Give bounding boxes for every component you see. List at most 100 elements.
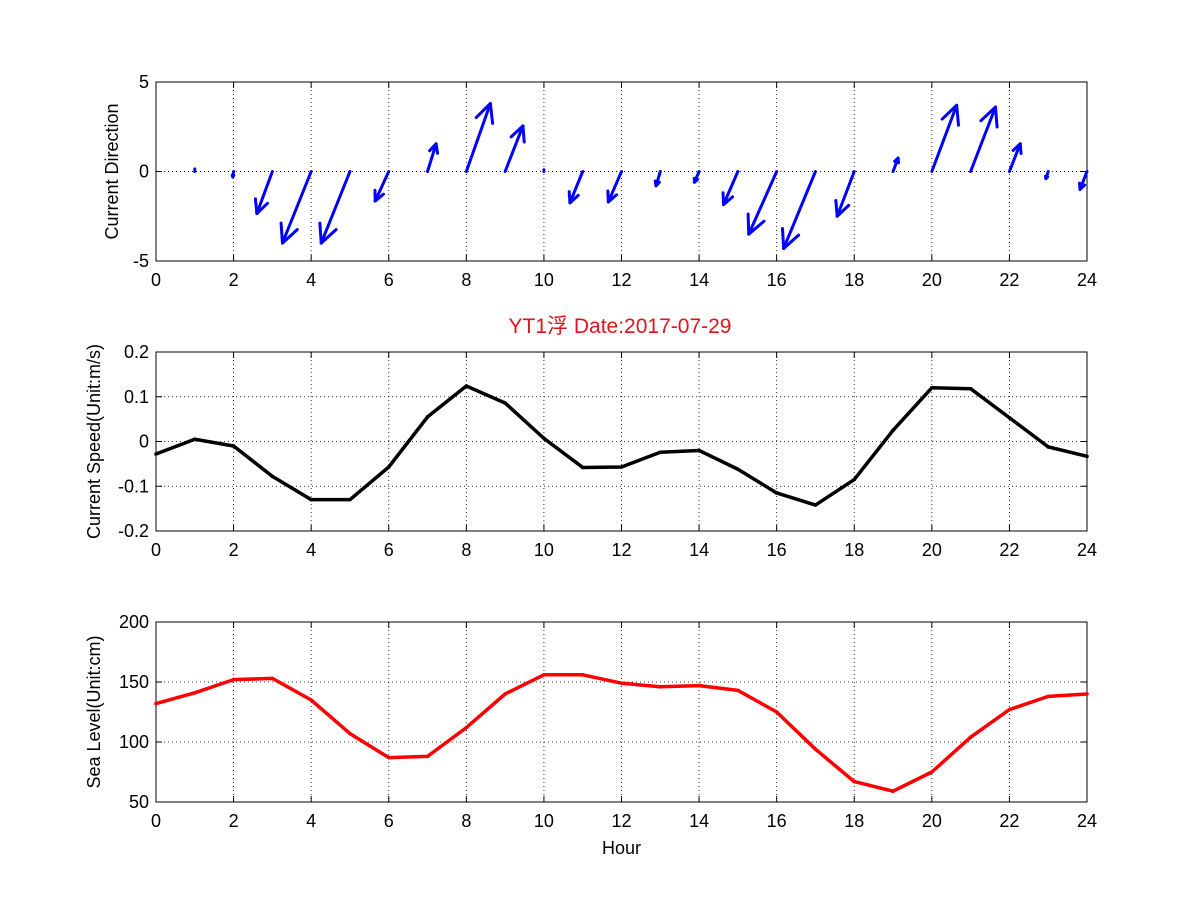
data-point — [270, 676, 275, 681]
y-tick-label: -5 — [133, 251, 149, 271]
quiver-arrow — [746, 170, 779, 236]
x-tick-label: 10 — [534, 270, 554, 290]
y-tick-label: 0.1 — [124, 387, 149, 407]
data-point — [348, 497, 352, 502]
quiver-arrow — [464, 101, 495, 173]
data-point — [774, 491, 779, 495]
data-point — [464, 384, 469, 388]
data-point — [542, 436, 546, 441]
quiver-arrow — [567, 170, 585, 205]
data-point — [1085, 692, 1089, 696]
x-tick-label: 16 — [767, 270, 787, 290]
quiver-arrow — [692, 170, 701, 184]
data-point — [774, 710, 779, 714]
y-axis-label: Current Speed(Unit:m/s) — [84, 344, 104, 539]
y-tick-label: 50 — [129, 792, 149, 812]
y-tick-label: 0.2 — [124, 342, 149, 362]
y-tick-label: 0 — [139, 432, 149, 452]
x-tick-label: 4 — [306, 540, 316, 560]
quiver-arrow — [780, 170, 817, 250]
y-tick-label: 0 — [139, 162, 149, 182]
data-point — [464, 725, 469, 730]
data-point — [697, 448, 701, 453]
data-point — [891, 428, 895, 433]
data-point — [425, 415, 430, 419]
data-point — [1046, 694, 1051, 699]
y-tick-label: 200 — [119, 612, 149, 632]
data-point — [852, 477, 857, 482]
x-tick-label: 12 — [611, 811, 631, 831]
data-point — [580, 673, 585, 677]
data-point — [192, 691, 197, 695]
data-point — [697, 683, 701, 688]
x-tick-label: 2 — [229, 540, 239, 560]
x-tick-label: 0 — [151, 811, 161, 831]
y-tick-label: 150 — [119, 672, 149, 692]
x-tick-label: 18 — [844, 270, 864, 290]
x-tick-label: 12 — [611, 270, 631, 290]
x-tick-label: 0 — [151, 540, 161, 560]
x-tick-label: 2 — [229, 811, 239, 831]
data-point — [231, 444, 236, 448]
data-point — [619, 465, 624, 469]
data-point — [425, 754, 430, 759]
y-tick-label: 5 — [139, 72, 149, 92]
data-point — [270, 474, 275, 479]
quiver-arrow — [230, 170, 236, 179]
quiver-arrow — [930, 103, 960, 173]
x-tick-label: 14 — [689, 270, 709, 290]
data-point — [813, 747, 818, 751]
x-tick-label: 10 — [534, 540, 554, 560]
x-axis-label: Hour — [602, 838, 641, 858]
x-tick-label: 24 — [1077, 540, 1097, 560]
x-tick-label: 6 — [384, 540, 394, 560]
data-point — [968, 386, 973, 391]
x-tick-label: 0 — [151, 270, 161, 290]
x-tick-label: 12 — [611, 540, 631, 560]
data-point — [1007, 415, 1012, 420]
chart-title: YT1浮 Date:2017-07-29 — [509, 315, 732, 338]
data-point — [542, 673, 546, 677]
quiver-arrow — [606, 170, 623, 204]
x-tick-label: 6 — [384, 270, 394, 290]
x-tick-label: 22 — [999, 270, 1019, 290]
quiver-arrow — [1044, 170, 1050, 181]
data-point — [852, 779, 857, 784]
quiver-arrow — [653, 170, 662, 188]
x-tick-label: 24 — [1077, 270, 1097, 290]
x-tick-label: 14 — [689, 811, 709, 831]
quiver-arrow — [1007, 142, 1023, 173]
y-axis-label: Current Direction — [102, 103, 122, 239]
data-point — [309, 497, 313, 502]
x-tick-label: 18 — [844, 540, 864, 560]
data-point — [1007, 707, 1012, 712]
x-tick-label: 2 — [229, 270, 239, 290]
x-tick-label: 8 — [461, 811, 471, 831]
data-point — [231, 677, 236, 682]
x-tick-label: 24 — [1077, 811, 1097, 831]
data-point — [1085, 454, 1089, 459]
data-point — [154, 452, 158, 456]
data-point — [503, 401, 507, 405]
data-point — [891, 789, 895, 793]
data-point — [503, 692, 507, 696]
data-point — [736, 467, 740, 472]
x-tick-label: 8 — [461, 540, 471, 560]
x-tick-label: 16 — [767, 540, 787, 560]
x-tick-label: 4 — [306, 811, 316, 831]
data-point — [386, 465, 391, 469]
x-tick-label: 18 — [844, 811, 864, 831]
quiver-arrow — [969, 105, 999, 173]
x-tick-label: 22 — [999, 540, 1019, 560]
panel-2: 0 2 4 6 8 10 12 14 16 18 20 22 24-0.2-0.100.10.2Curr… — [84, 342, 1097, 560]
x-tick-label: 20 — [922, 811, 942, 831]
x-tick-label: 4 — [306, 270, 316, 290]
quiver-arrow — [318, 170, 352, 245]
x-tick-label: 6 — [384, 811, 394, 831]
data-point — [619, 681, 624, 685]
data-point — [348, 731, 352, 736]
data-point — [580, 465, 585, 470]
